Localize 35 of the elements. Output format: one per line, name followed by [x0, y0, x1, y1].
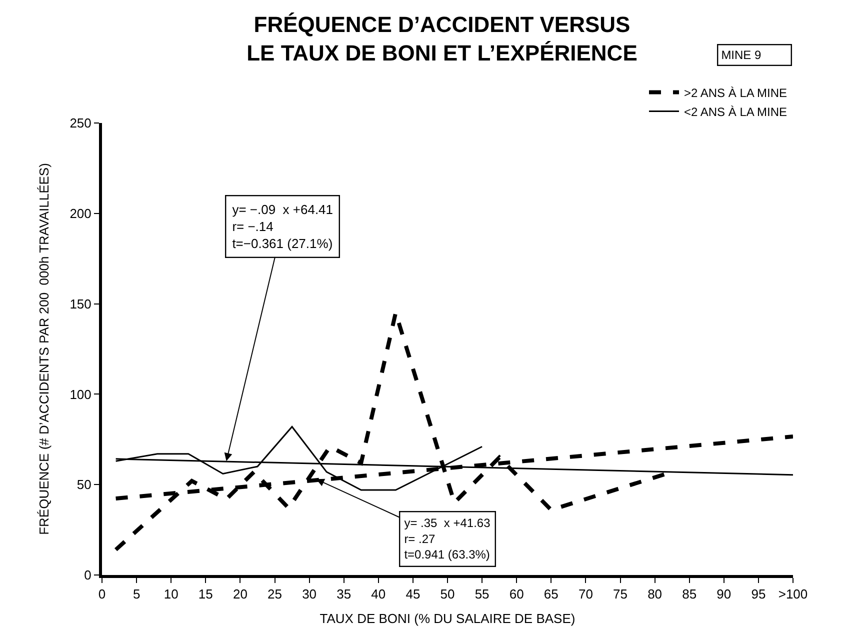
y-tick-label: 100: [70, 386, 92, 402]
x-tick-label: 50: [440, 586, 455, 602]
x-tick-label: 35: [336, 586, 352, 602]
x-tick-label: 30: [302, 586, 317, 602]
y-tick-label: 50: [76, 477, 92, 492]
x-tick-label: 65: [544, 586, 558, 602]
x-tick-label: 55: [474, 586, 490, 602]
y-tick-label: 200: [70, 206, 92, 221]
x-tick-label: 10: [164, 586, 178, 602]
x-tick-label: 20: [232, 586, 248, 602]
x-tick-label: 85: [682, 586, 697, 602]
x-tick-label: 90: [716, 586, 732, 602]
annotation: y= .35 x +41.63 r= .27 t=0.941 (63.3%): [404, 516, 491, 562]
y-tick-label: 250: [70, 116, 92, 131]
y-axis-title: FRÉQUENCE (# D’ACCIDENTS PAR 200 000h TRAVAILLÉES): [36, 163, 52, 535]
x-tick-label: 80: [648, 586, 662, 602]
x-tick-label: 40: [371, 586, 386, 602]
y-tick-label: 0: [84, 568, 92, 583]
x-tick-label: 25: [268, 586, 282, 602]
x-tick-label: >100: [778, 586, 808, 602]
legend-label: <2 ANS À LA MINE: [684, 104, 788, 119]
x-tick-label: 75: [613, 586, 628, 602]
annotation: y= −.09 x +64.41 r= −.14 t=−0.361 (27.1%): [232, 202, 334, 251]
x-tick-label: 5: [132, 586, 140, 602]
x-axis-title: TAUX DE BONI (% DU SALAIRE DE BASE): [320, 611, 576, 626]
x-tick-label: 45: [406, 586, 420, 602]
x-tick-label: 60: [509, 586, 524, 602]
y-tick-label: 150: [70, 296, 92, 312]
x-tick-label: 70: [578, 586, 593, 602]
x-tick-label: 15: [198, 586, 213, 602]
x-tick-label: 0: [98, 586, 106, 602]
x-tick-label: 95: [751, 586, 766, 602]
legend-label: >2 ANS À LA MINE: [684, 86, 788, 100]
text: MINE 9: [721, 48, 788, 62]
chart-title: FRÉQUENCE D’ACCIDENT VERSUS LE TAUX DE BONI ET L’EXPÉRIENCE: [246, 12, 638, 66]
